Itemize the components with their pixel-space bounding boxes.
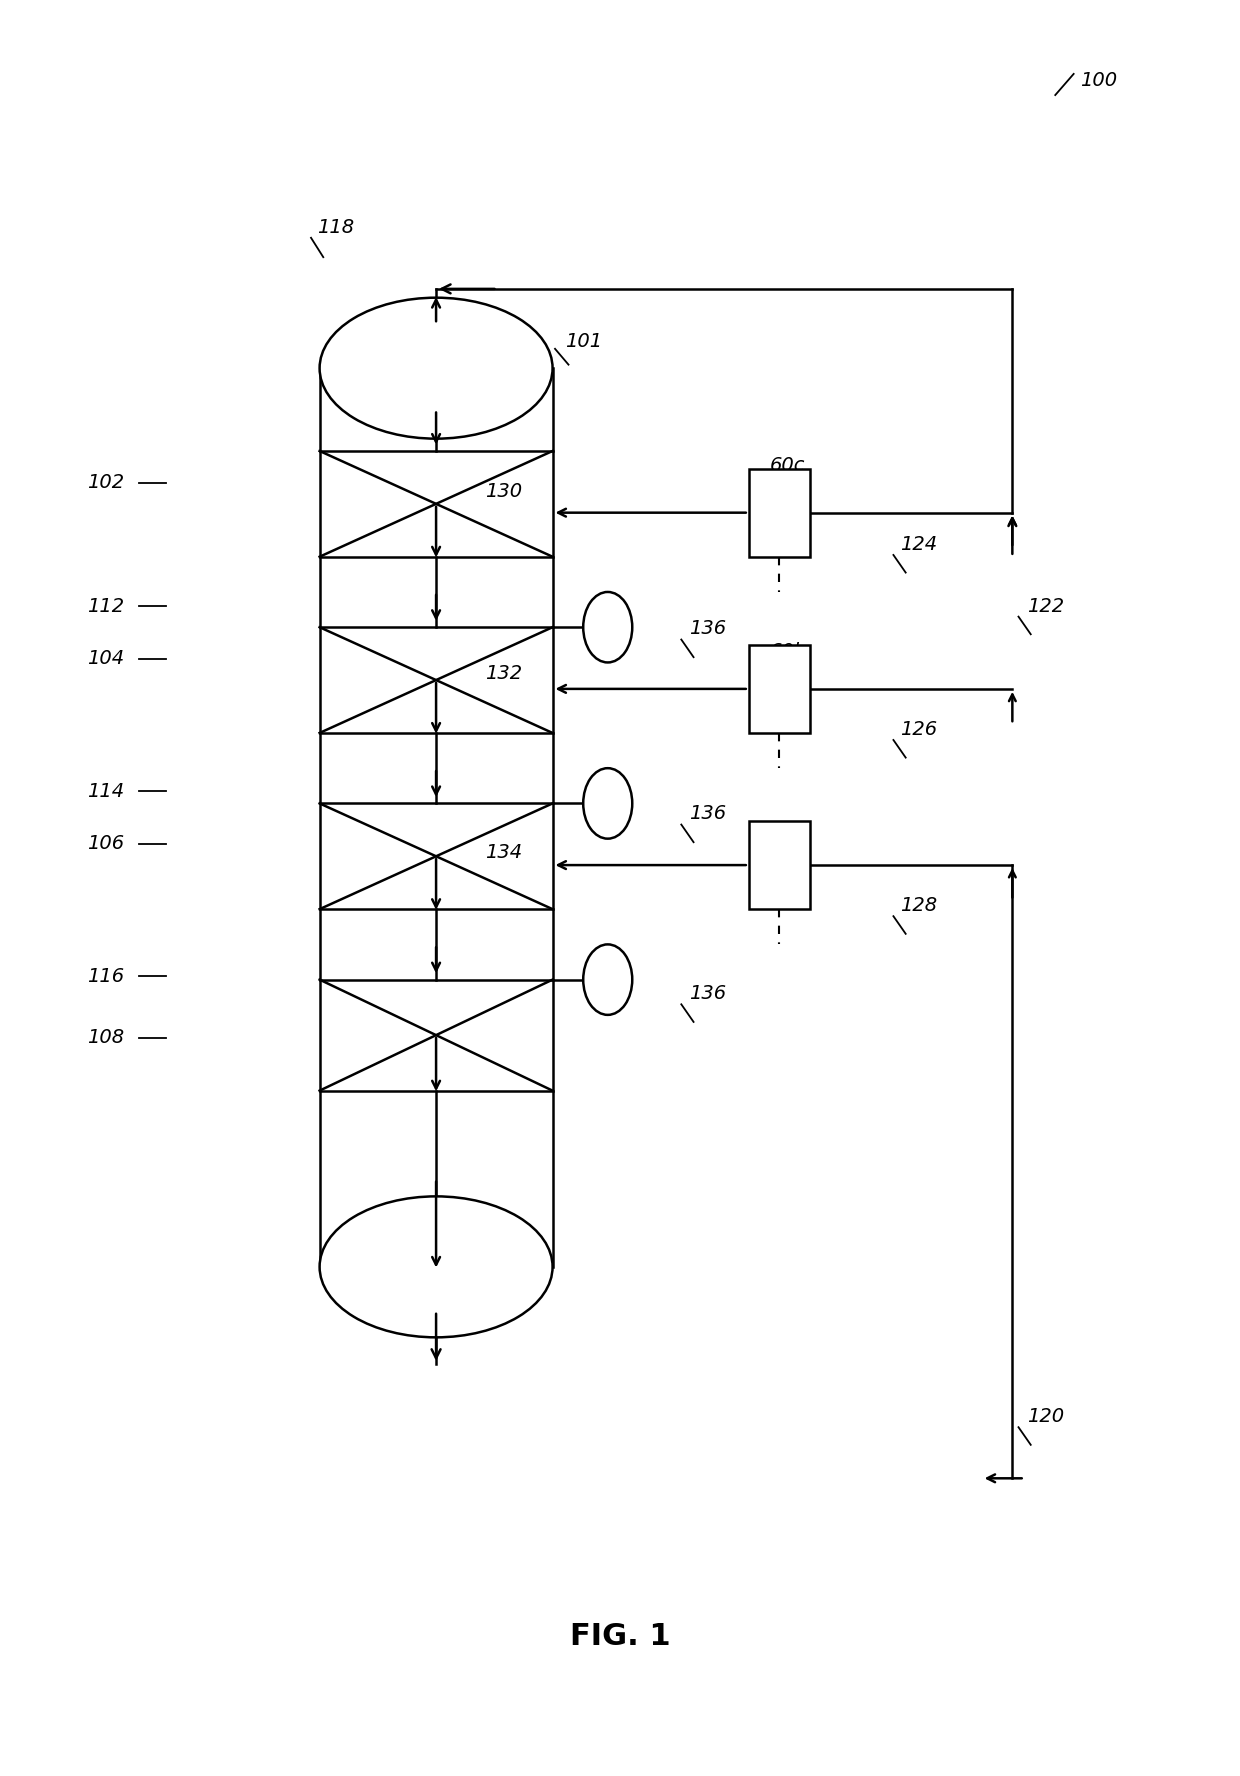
Bar [749, 469, 810, 556]
Text: 102: 102 [87, 472, 124, 492]
Text: 132: 132 [485, 664, 522, 682]
Text: 106: 106 [87, 835, 124, 854]
Bar [749, 821, 810, 909]
Text: 60b: 60b [770, 643, 807, 661]
Text: 116: 116 [87, 966, 124, 986]
Ellipse shape [320, 298, 553, 439]
Text: 101: 101 [565, 332, 601, 352]
Text: 134: 134 [485, 844, 522, 863]
Bar [749, 645, 810, 733]
Text: 126: 126 [899, 719, 936, 739]
Text: 122: 122 [1027, 597, 1064, 616]
Text: 136: 136 [688, 620, 725, 638]
Circle shape [583, 945, 632, 1014]
Bar [320, 368, 553, 1266]
Text: 124: 124 [899, 535, 936, 554]
Text: 100: 100 [1080, 71, 1117, 91]
Text: 118: 118 [317, 218, 355, 236]
Text: 136: 136 [688, 984, 725, 1003]
Text: FIG. 1: FIG. 1 [569, 1623, 671, 1652]
Text: 60a: 60a [770, 822, 806, 842]
Text: 128: 128 [899, 897, 936, 915]
Text: 114: 114 [87, 781, 124, 801]
Text: 104: 104 [87, 650, 124, 668]
Ellipse shape [320, 1197, 553, 1337]
Text: 108: 108 [87, 1028, 124, 1048]
Circle shape [583, 769, 632, 838]
Text: 136: 136 [688, 805, 725, 824]
Text: 130: 130 [485, 481, 522, 501]
Text: 120: 120 [1027, 1407, 1064, 1426]
Text: 112: 112 [87, 597, 124, 616]
Circle shape [583, 591, 632, 662]
Text: 60c: 60c [770, 456, 805, 474]
